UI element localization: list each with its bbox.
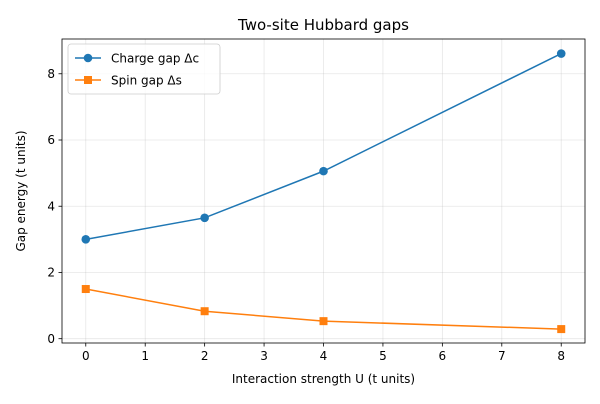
y-tick-label: 8 <box>47 67 55 81</box>
chart-title: Two-site Hubbard gaps <box>237 16 409 34</box>
x-tick-label: 8 <box>557 349 565 363</box>
x-tick-label: 4 <box>320 349 328 363</box>
legend-box <box>67 43 221 95</box>
data-point <box>200 307 209 316</box>
x-tick-label: 1 <box>141 349 149 363</box>
y-axis-label: Gap energy (t units) <box>14 130 28 251</box>
y-tick-label: 4 <box>47 199 55 213</box>
legend-marker <box>83 53 93 63</box>
legend-marker <box>84 76 92 84</box>
legend: Charge gap Δc Spin gap Δs <box>67 43 221 95</box>
legend-label: Charge gap Δc <box>111 51 199 65</box>
series-layer <box>81 49 566 334</box>
legend-entry: Charge gap Δc <box>75 51 199 65</box>
series-1 <box>81 49 566 244</box>
series-line <box>85 288 562 330</box>
x-axis-label: Interaction strength U (t units) <box>232 372 415 386</box>
x-tick-label: 2 <box>201 349 209 363</box>
x-tick-label: 6 <box>439 349 447 363</box>
data-point <box>556 49 566 58</box>
data-point <box>81 285 90 294</box>
y-tick-label: 2 <box>47 266 55 280</box>
series-2 <box>81 285 566 334</box>
ticks: 0 1 2 3 4 5 6 7 8 0 2 4 6 8 <box>47 67 565 363</box>
y-tick-label: 0 <box>47 332 55 346</box>
legend-entry: Spin gap Δs <box>75 73 182 87</box>
legend-label: Spin gap Δs <box>111 73 182 87</box>
x-tick-label: 3 <box>260 349 268 363</box>
data-point <box>557 325 566 334</box>
data-point <box>200 213 209 223</box>
data-point <box>319 317 328 326</box>
y-tick-label: 6 <box>47 133 55 147</box>
series-line <box>85 52 562 241</box>
data-point <box>319 166 328 176</box>
x-tick-label: 7 <box>498 349 506 363</box>
data-point <box>81 235 91 244</box>
x-tick-label: 5 <box>379 349 387 363</box>
x-tick-label: 0 <box>82 349 90 363</box>
